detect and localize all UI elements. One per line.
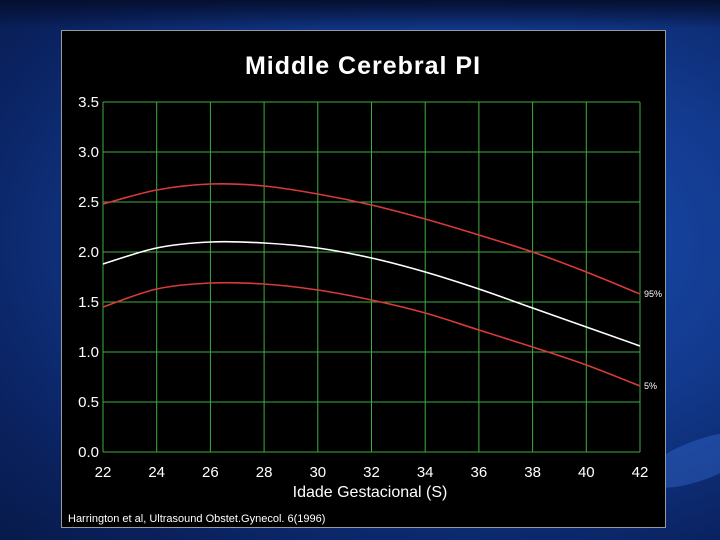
x-tick-label: 42 [632,464,649,481]
y-tick-label: 1.5 [78,294,99,311]
x-tick-label: 38 [524,464,541,481]
citation-text: Harrington et al, Ultrasound Obstet.Gyne… [68,513,326,525]
x-tick-label: 26 [202,464,219,481]
x-tick-label: 34 [417,464,434,481]
y-axis-ticks: 3.5 3.0 2.5 2.0 1.5 1.0 0.5 0.0 [78,94,99,461]
y-tick-label: 0.5 [78,394,99,411]
x-tick-label: 24 [148,464,165,481]
x-tick-label: 28 [256,464,273,481]
series-lines [102,182,641,387]
series-end-label: 95% [644,289,662,299]
y-tick-label: 2.0 [78,244,99,261]
chart-panel [61,30,666,528]
x-tick-label: 22 [95,464,112,481]
y-tick-label: 1.0 [78,344,99,361]
series-line [102,240,641,347]
series-line [102,281,641,387]
chart-title: Middle Cerebral PI [244,52,482,80]
series-line [102,182,641,295]
y-tick-label: 2.5 [78,194,99,211]
series-labels: 95% 5% [644,289,662,391]
x-tick-label: 36 [471,464,488,481]
x-tick-label: 32 [363,464,380,481]
x-axis-label: Idade Gestacional (S) [292,484,448,501]
y-tick-label: 3.0 [78,144,99,161]
x-tick-label: 30 [309,464,326,481]
y-tick-label: 3.5 [78,94,99,111]
x-axis-ticks: 22 24 26 28 30 32 34 36 38 40 42 [95,464,649,481]
top-shadow-band [0,0,720,28]
grid [102,101,641,453]
y-tick-label: 0.0 [78,444,99,461]
x-tick-label: 40 [578,464,595,481]
series-end-label: 5% [644,381,657,391]
